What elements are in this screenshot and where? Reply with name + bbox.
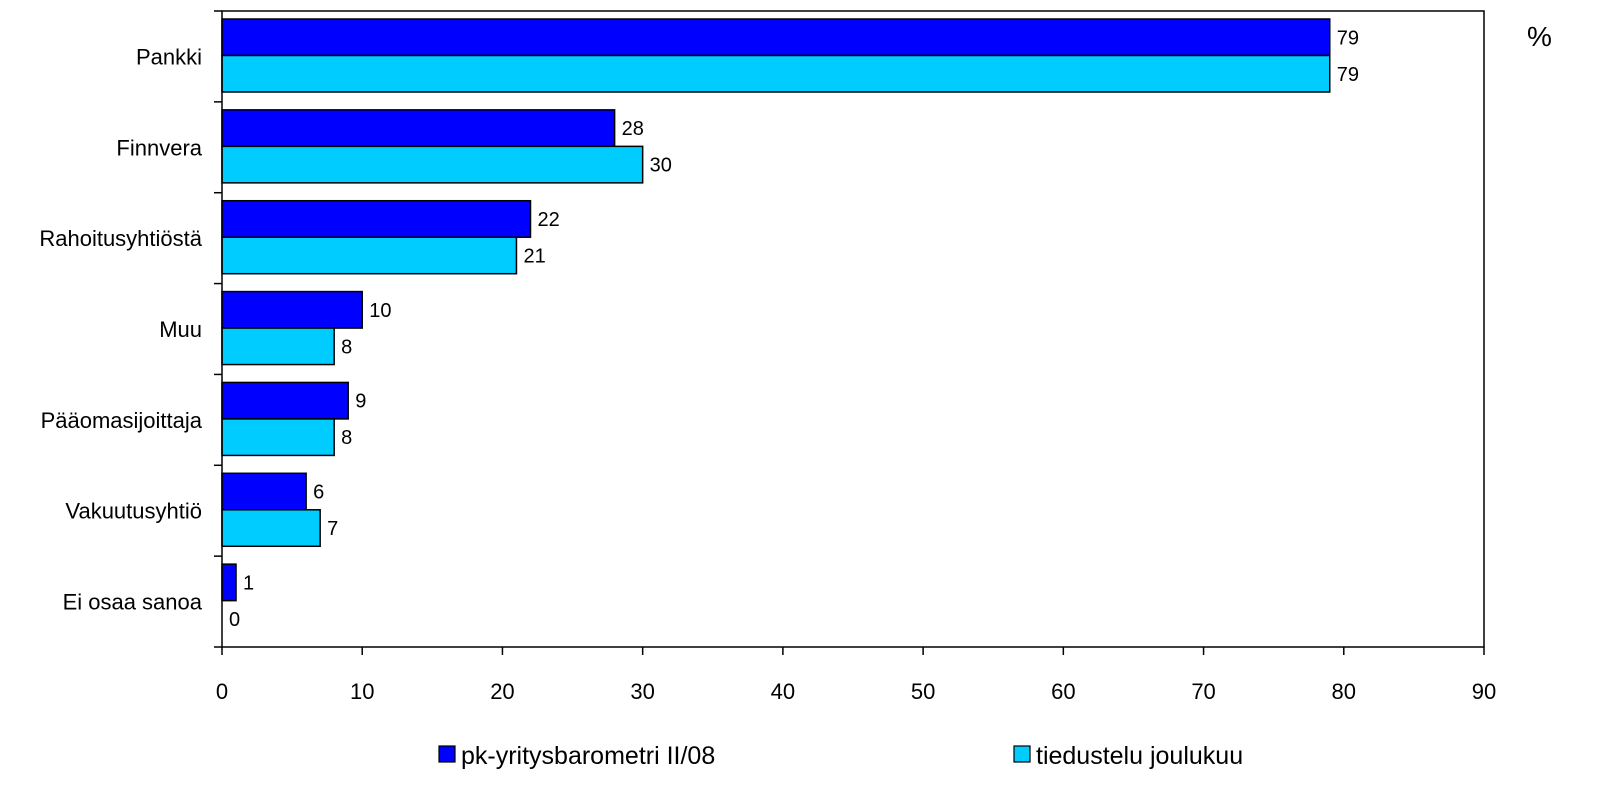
- category-label: Pankki: [136, 44, 202, 69]
- category-label: Pääomasijoittaja: [41, 408, 203, 433]
- bar: [221, 290, 363, 329]
- x-tick-label: 90: [1472, 679, 1496, 704]
- plot-area-frame: [221, 10, 1485, 648]
- category-label: Rahoitusyhtiöstä: [39, 226, 202, 251]
- bar: [221, 381, 349, 420]
- bar: [221, 472, 307, 511]
- data-label: 0: [229, 609, 240, 631]
- bar: [221, 18, 1331, 57]
- legend-swatch: [438, 745, 456, 763]
- data-label: 79: [1337, 27, 1359, 49]
- bar: [221, 509, 321, 548]
- data-label: 6: [313, 482, 324, 504]
- x-tick-label: 80: [1332, 679, 1356, 704]
- bar: [221, 109, 616, 148]
- data-label: 28: [622, 118, 644, 140]
- bars-layer: [221, 18, 1331, 602]
- data-label: 7: [327, 518, 338, 540]
- legend-swatch: [1013, 745, 1031, 763]
- data-label: 8: [341, 336, 352, 358]
- bar: [221, 563, 237, 602]
- x-tick-label: 60: [1051, 679, 1075, 704]
- x-tick-label: 30: [630, 679, 654, 704]
- bar: [221, 327, 335, 366]
- data-label: 1: [243, 572, 254, 594]
- data-label: 22: [537, 209, 559, 231]
- category-label: Finnvera: [116, 135, 202, 160]
- category-label: Ei osaa sanoa: [63, 590, 203, 615]
- bar: [221, 418, 335, 457]
- data-label: 21: [523, 245, 545, 267]
- legend: pk-yritysbarometri II/08 tiedustelu joulu…: [438, 742, 1243, 770]
- data-label: 8: [341, 427, 352, 449]
- unit-label: %: [1527, 21, 1552, 52]
- data-label: 9: [355, 391, 366, 413]
- data-label: 10: [369, 300, 391, 322]
- x-tick-label: 70: [1191, 679, 1215, 704]
- x-tick-label: 10: [350, 679, 374, 704]
- data-label: 79: [1337, 64, 1359, 86]
- bar: [221, 199, 532, 238]
- bar: [221, 54, 1331, 93]
- axis-layer: 0 10 20 30 40 50 60 70 80 90: [214, 10, 1496, 704]
- bar: [221, 236, 518, 275]
- labels-layer: Pankki7979Finnvera2830Rahoitusyhtiöstä22…: [39, 27, 1359, 631]
- x-tick-label: 20: [490, 679, 514, 704]
- legend-label: tiedustelu joulukuu: [1036, 742, 1243, 770]
- bar: [221, 145, 644, 184]
- x-tick-label: 0: [216, 679, 228, 704]
- x-tick-label: 40: [771, 679, 795, 704]
- legend-label: pk-yritysbarometri II/08: [461, 742, 715, 770]
- data-label: 30: [650, 155, 672, 177]
- category-label: Vakuutusyhtiö: [65, 499, 202, 524]
- x-tick-label: 50: [911, 679, 935, 704]
- category-label: Muu: [159, 317, 202, 342]
